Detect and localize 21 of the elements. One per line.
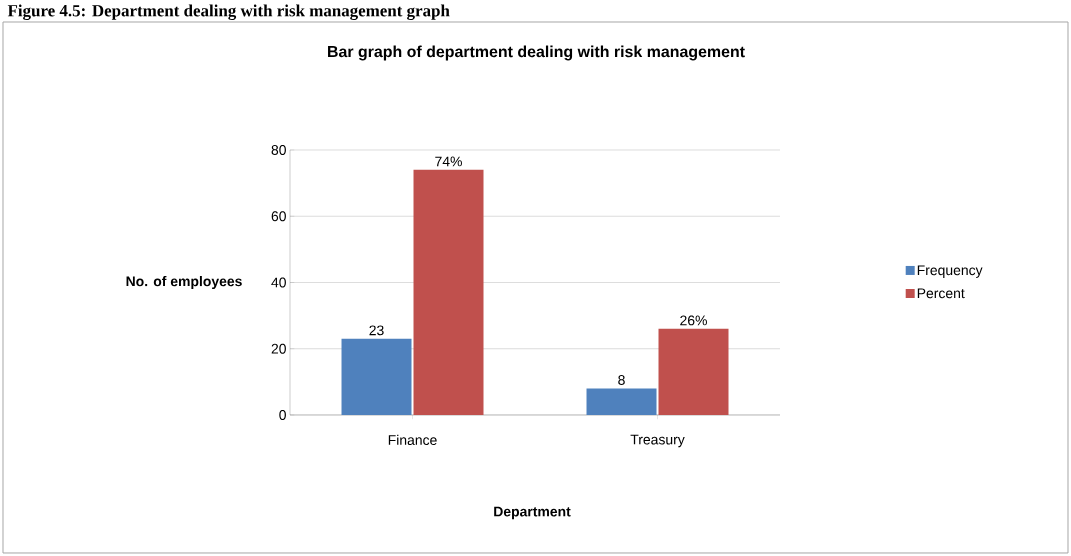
y-tick-label: 80 — [271, 145, 286, 155]
data-label: 74% — [435, 156, 462, 167]
chart-title: Bar graph of department dealing with risk management — [328, 45, 745, 61]
x-tick-label: Treasury — [630, 434, 685, 448]
data-label: 23 — [369, 325, 384, 336]
bar — [658, 328, 729, 415]
y-tick-label: 20 — [271, 343, 286, 354]
bar — [413, 169, 484, 415]
data-label: 26% — [680, 315, 707, 326]
y-tick-label: 0 — [279, 410, 286, 420]
bar — [586, 388, 657, 415]
y-tick-label: 40 — [271, 277, 286, 288]
bar — [341, 338, 412, 415]
y-tick-label: 60 — [271, 211, 286, 222]
legend-label: Percent — [917, 288, 965, 299]
caption: Figure 4.5: Department dealing with risk management graph — [7, 4, 450, 20]
x-tick-label: Finance — [388, 434, 437, 445]
data-label: 8 — [618, 375, 625, 385]
y-axis-title: No. of employees — [126, 275, 242, 289]
x-axis-title: Department — [494, 506, 571, 520]
legend-label: Frequency — [917, 265, 983, 278]
